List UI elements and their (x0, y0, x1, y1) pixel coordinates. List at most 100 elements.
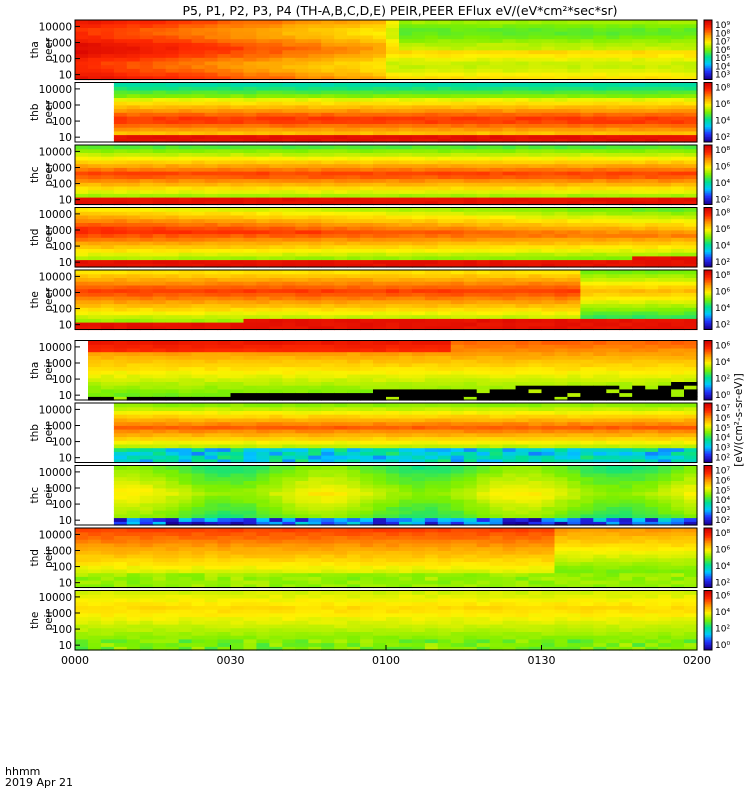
heat-cell (244, 86, 258, 90)
heat-cell (256, 318, 270, 322)
heat-cell (503, 296, 517, 300)
heat-cell (464, 277, 478, 281)
heat-cell (451, 160, 465, 164)
heat-cell (373, 311, 387, 315)
heat-cell (567, 292, 581, 296)
heat-cell (645, 281, 659, 285)
heat-cell (464, 24, 478, 28)
heat-cell (464, 193, 478, 197)
heat-cell (632, 127, 646, 131)
heat-cell (555, 385, 569, 389)
heat-cell (425, 285, 439, 289)
heat-cell (451, 256, 465, 260)
heat-cell (205, 260, 219, 264)
heat-cell (256, 260, 270, 264)
heat-cell (166, 27, 180, 31)
heat-cell (606, 182, 620, 186)
heat-cell (386, 318, 400, 322)
heat-cell (256, 186, 270, 190)
heat-cell (360, 156, 374, 160)
heat-cell (114, 410, 128, 414)
heat-cell (529, 352, 543, 356)
heat-cell (632, 164, 646, 168)
heat-cell (645, 105, 659, 109)
heat-cell (671, 197, 685, 201)
heat-cell (127, 270, 141, 274)
heat-cell (269, 179, 283, 183)
heat-cell (671, 256, 685, 260)
heat-cell (529, 101, 543, 105)
heat-cell (684, 300, 698, 304)
heat-cell (166, 230, 180, 234)
heat-cell (593, 352, 607, 356)
heat-cell (412, 274, 426, 278)
heat-cell (542, 109, 556, 113)
heat-cell (671, 230, 685, 234)
heat-cell (516, 31, 530, 35)
heat-cell (127, 248, 141, 252)
heat-cell (256, 270, 270, 274)
heat-cell (438, 352, 452, 356)
heat-cell (256, 315, 270, 319)
heat-cell (218, 57, 232, 61)
heat-cell (153, 42, 167, 46)
heat-cell (593, 311, 607, 315)
heat-cell (464, 393, 478, 397)
heat-cell (321, 145, 335, 149)
heat-cell (282, 374, 296, 378)
heat-cell (645, 211, 659, 215)
heat-cell (373, 179, 387, 183)
heat-cell (503, 219, 517, 223)
heat-cell (179, 116, 193, 120)
heat-cell (606, 164, 620, 168)
heat-cell (334, 39, 348, 43)
heat-cell (645, 289, 659, 293)
heat-cell (153, 39, 167, 43)
heat-cell (205, 31, 219, 35)
heat-cell (671, 61, 685, 65)
heat-cell (684, 105, 698, 109)
heat-cell (477, 175, 491, 179)
heat-cell (282, 190, 296, 194)
heat-cell (619, 152, 633, 156)
heat-cell (464, 171, 478, 175)
heat-cell (619, 289, 633, 293)
heat-cell (205, 270, 219, 274)
heat-cell (75, 285, 89, 289)
heat-cell (360, 50, 374, 54)
heat-cell (399, 65, 413, 69)
heat-cell (282, 355, 296, 359)
heat-cell (334, 86, 348, 90)
heat-cell (373, 39, 387, 43)
heat-cell (269, 352, 283, 356)
heat-cell (179, 318, 193, 322)
heat-cell (503, 156, 517, 160)
heat-cell (567, 281, 581, 285)
heat-cell (632, 97, 646, 101)
heat-cell (464, 123, 478, 127)
heat-cell (490, 260, 504, 264)
heat-cell (218, 83, 232, 87)
heat-cell (412, 304, 426, 308)
heat-cell (205, 281, 219, 285)
heat-cell (360, 171, 374, 175)
heat-cell (671, 186, 685, 190)
heat-cell (425, 381, 439, 385)
heat-cell (412, 285, 426, 289)
heat-cell (347, 105, 361, 109)
heat-cell (231, 318, 245, 322)
heat-cell (503, 352, 517, 356)
heat-cell (593, 241, 607, 245)
heat-cell (658, 120, 672, 124)
heat-cell (269, 355, 283, 359)
heat-cell (451, 281, 465, 285)
heat-cell (347, 190, 361, 194)
heat-cell (619, 171, 633, 175)
heat-cell (282, 90, 296, 94)
heat-cell (321, 300, 335, 304)
heat-cell (555, 208, 569, 212)
heat-cell (606, 274, 620, 278)
heat-cell (645, 109, 659, 113)
heat-cell (101, 61, 115, 65)
heat-cell (542, 307, 556, 311)
